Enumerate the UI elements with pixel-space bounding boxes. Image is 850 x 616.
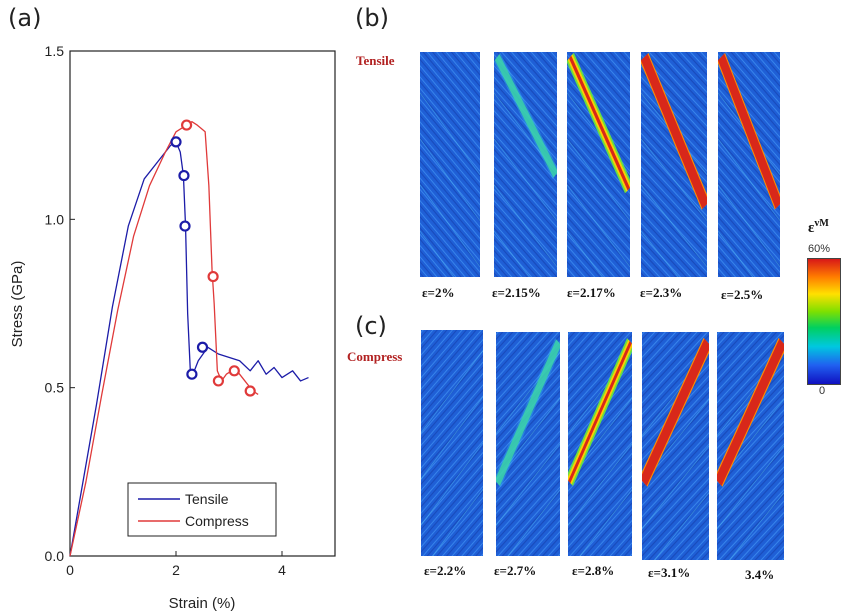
- strain-label-tensile: ε=2.5%: [721, 287, 764, 302]
- colorbar: εvM 60% 0: [780, 210, 850, 400]
- contour-snapshot-compress: [496, 332, 560, 556]
- row-label-tensile: Tensile: [356, 53, 395, 68]
- legend: Tensile Compress: [127, 482, 277, 537]
- snapshot-marker-compress: [244, 385, 256, 397]
- snapshot-marker-compress: [228, 365, 240, 377]
- colorbar-min-label: 0: [819, 385, 826, 397]
- plot-frame: [69, 50, 336, 557]
- snapshot-marker-tensile: [186, 368, 198, 380]
- strain-label-tensile: ε=2.3%: [640, 285, 683, 300]
- contour-snapshot-tensile: [494, 52, 557, 277]
- strain-label-tensile: ε=2.17%: [567, 285, 616, 300]
- legend-label-compress: Compress: [185, 513, 249, 529]
- strain-label-compress: 3.4%: [745, 567, 775, 582]
- strain-label-tensile: ε=2.15%: [492, 285, 541, 300]
- snapshot-marker-tensile: [179, 220, 191, 232]
- contour-snapshot-compress: [642, 332, 709, 560]
- contour-snapshot-tensile: [420, 52, 480, 277]
- contour-snapshot-compress: [421, 330, 483, 556]
- colorbar-gradient: [807, 258, 841, 385]
- colorbar-max-label: 60%: [808, 243, 831, 255]
- panel-label-a: (a): [8, 4, 42, 32]
- colorbar-title: εvM: [808, 218, 829, 236]
- contour-snapshot-tensile: [567, 52, 630, 277]
- snapshot-marker-tensile: [170, 136, 182, 148]
- snapshot-marker-tensile: [196, 341, 209, 353]
- strain-label-compress: ε=2.2%: [424, 563, 467, 578]
- y-tick-label: 0.0: [45, 548, 65, 564]
- snapshot-marker-compress: [212, 375, 224, 387]
- strain-label-tensile: ε=2%: [422, 285, 455, 300]
- legend-box: [127, 482, 277, 537]
- contour-snapshot-compress: [717, 332, 784, 560]
- contour-snapshot-tensile: [718, 52, 780, 277]
- contour-snapshot-compress: [568, 332, 632, 556]
- strain-label-compress: ε=2.8%: [572, 563, 615, 578]
- strain-label-compress: ε=2.7%: [494, 563, 537, 578]
- row-label-compress: Compress: [347, 349, 403, 364]
- strain-label-compress: ε=3.1%: [648, 565, 691, 580]
- snapshot-marker-compress: [207, 270, 219, 283]
- x-tick-label: 0: [66, 562, 74, 578]
- x-axis-title: Strain (%): [169, 595, 236, 612]
- snapshot-marker-compress: [181, 119, 193, 131]
- y-tick-label: 1.5: [45, 43, 65, 59]
- stress-strain-chart: 0 2 40.00.51.01.5 Strain (%) Stress (GPa) …: [9, 43, 336, 612]
- contour-snapshot-tensile: [641, 52, 707, 277]
- y-tick-label: 0.5: [45, 380, 65, 396]
- x-tick-label: 4: [278, 562, 286, 578]
- snapshot-marker-tensile: [178, 169, 190, 182]
- panel-label-b: (b): [355, 4, 389, 32]
- y-tick-label: 1.0: [45, 211, 65, 227]
- x-tick-label: 2: [172, 562, 180, 578]
- y-axis-title: Stress (GPa): [9, 261, 26, 348]
- panel-label-c: (c): [355, 312, 387, 340]
- legend-label-tensile: Tensile: [185, 491, 229, 507]
